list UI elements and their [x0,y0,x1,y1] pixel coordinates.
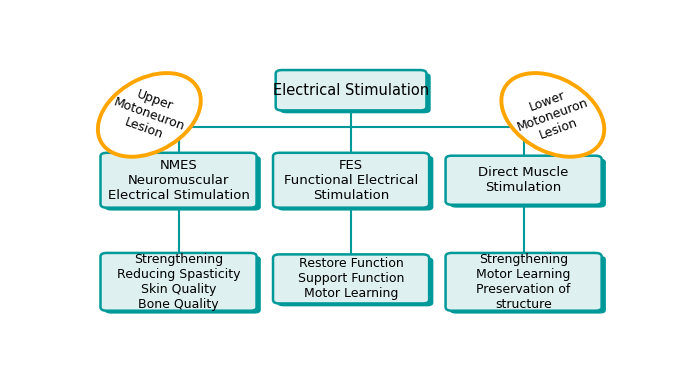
FancyBboxPatch shape [450,256,606,314]
FancyBboxPatch shape [277,257,434,307]
Text: FES
Functional Electrical
Stimulation: FES Functional Electrical Stimulation [284,159,418,202]
FancyBboxPatch shape [450,159,606,208]
Text: Strengthening
Reducing Spasticity
Skin Quality
Bone Quality: Strengthening Reducing Spasticity Skin Q… [116,253,240,311]
FancyBboxPatch shape [101,253,257,311]
FancyBboxPatch shape [275,70,427,110]
Text: Restore Function
Support Function
Motor Learning: Restore Function Support Function Motor … [298,257,404,300]
FancyBboxPatch shape [105,256,261,314]
Text: Electrical Stimulation: Electrical Stimulation [273,83,429,98]
Text: Lower
Motoneuron
Lesion: Lower Motoneuron Lesion [510,82,595,148]
FancyBboxPatch shape [445,156,601,205]
FancyBboxPatch shape [273,153,429,208]
FancyBboxPatch shape [445,253,601,311]
FancyBboxPatch shape [101,153,257,208]
Text: Direct Muscle
Stimulation: Direct Muscle Stimulation [478,166,569,194]
Ellipse shape [501,73,604,157]
FancyBboxPatch shape [277,156,434,211]
FancyBboxPatch shape [273,254,429,303]
FancyBboxPatch shape [280,73,431,113]
Text: NMES
Neuromuscular
Electrical Stimulation: NMES Neuromuscular Electrical Stimulatio… [108,159,249,202]
Text: Upper
Motoneuron
Lesion: Upper Motoneuron Lesion [107,82,192,148]
FancyBboxPatch shape [105,156,261,211]
Text: Strengthening
Motor Learning
Preservation of
structure: Strengthening Motor Learning Preservatio… [476,253,571,311]
Ellipse shape [98,73,201,157]
